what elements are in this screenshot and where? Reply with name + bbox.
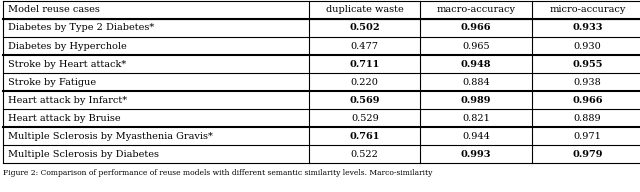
Text: 0.220: 0.220	[351, 78, 379, 87]
Text: 0.884: 0.884	[462, 78, 490, 87]
Text: 0.966: 0.966	[572, 96, 603, 105]
Text: 0.938: 0.938	[573, 78, 602, 87]
Text: Stroke by Fatigue: Stroke by Fatigue	[8, 78, 97, 87]
Text: micro-accuracy: micro-accuracy	[549, 6, 626, 14]
Text: Heart attack by Infarct*: Heart attack by Infarct*	[8, 96, 127, 105]
Text: 0.944: 0.944	[462, 132, 490, 141]
Text: 0.966: 0.966	[461, 23, 492, 32]
Text: 0.529: 0.529	[351, 114, 379, 123]
Text: 0.569: 0.569	[349, 96, 380, 105]
Text: duplicate waste: duplicate waste	[326, 6, 404, 14]
Text: Diabetes by Type 2 Diabetes*: Diabetes by Type 2 Diabetes*	[8, 23, 155, 32]
Text: Diabetes by Hyperchole: Diabetes by Hyperchole	[8, 41, 127, 50]
Text: Multiple Sclerosis by Myasthenia Gravis*: Multiple Sclerosis by Myasthenia Gravis*	[8, 132, 213, 141]
Text: Figure 2: Comparison of performance of reuse models with different semantic simi: Figure 2: Comparison of performance of r…	[3, 169, 433, 177]
Text: 0.989: 0.989	[461, 96, 492, 105]
Text: Model reuse cases: Model reuse cases	[8, 6, 100, 14]
Text: 0.979: 0.979	[572, 150, 603, 159]
Text: macro-accuracy: macro-accuracy	[436, 6, 516, 14]
Text: 0.477: 0.477	[351, 41, 379, 50]
Text: 0.993: 0.993	[461, 150, 492, 159]
Text: 0.821: 0.821	[462, 114, 490, 123]
Text: Heart attack by Bruise: Heart attack by Bruise	[8, 114, 121, 123]
Text: 0.502: 0.502	[349, 23, 380, 32]
Text: Multiple Sclerosis by Diabetes: Multiple Sclerosis by Diabetes	[8, 150, 159, 159]
Text: 0.711: 0.711	[349, 60, 380, 69]
Text: 0.971: 0.971	[573, 132, 602, 141]
Text: 0.889: 0.889	[573, 114, 602, 123]
Text: 0.930: 0.930	[573, 41, 602, 50]
Text: 0.933: 0.933	[572, 23, 603, 32]
Text: 0.761: 0.761	[349, 132, 380, 141]
Text: 0.522: 0.522	[351, 150, 379, 159]
Text: 0.955: 0.955	[572, 60, 603, 69]
Text: 0.965: 0.965	[462, 41, 490, 50]
Text: Stroke by Heart attack*: Stroke by Heart attack*	[8, 60, 127, 69]
Text: 0.948: 0.948	[461, 60, 492, 69]
